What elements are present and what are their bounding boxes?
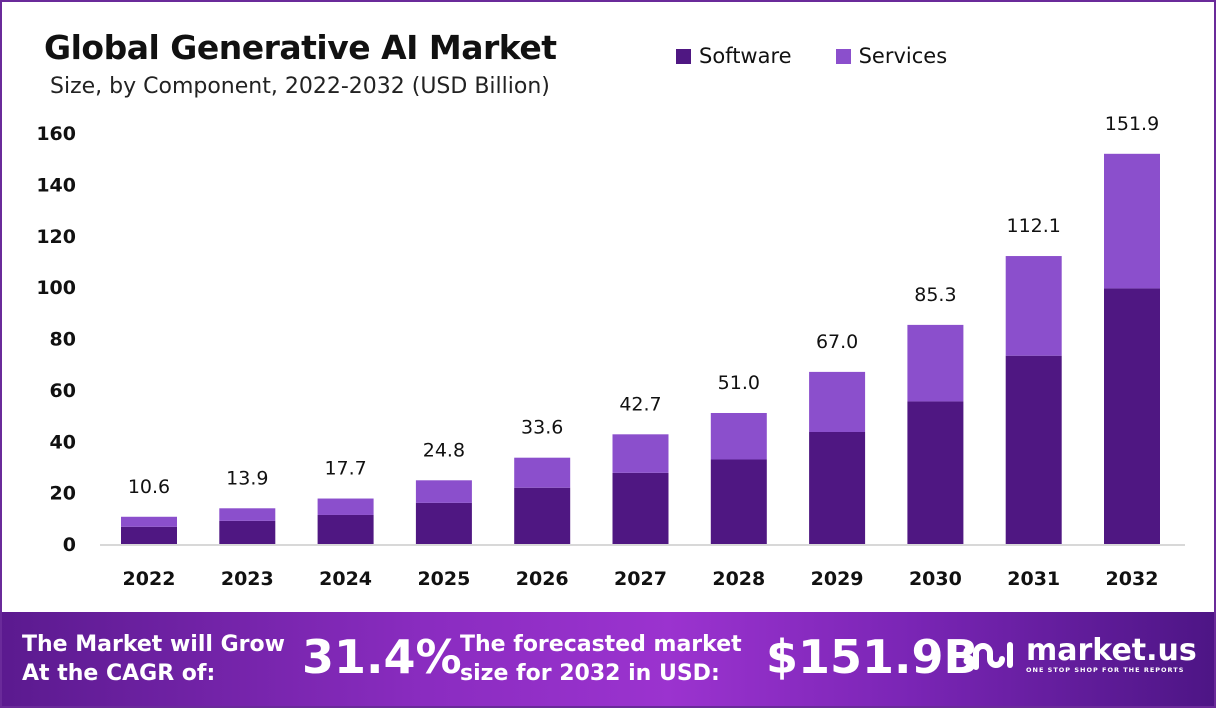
- y-tick-label: 100: [36, 277, 76, 299]
- x-tick-label: 2029: [811, 568, 864, 590]
- chart-title: Global Generative AI Market: [44, 28, 557, 67]
- y-tick-label: 80: [50, 329, 76, 351]
- forecast-label: The forecasted market size for 2032 in U…: [460, 632, 742, 686]
- data-label-total: 10.6: [128, 476, 170, 498]
- x-tick-label: 2031: [1007, 568, 1060, 590]
- y-tick-label: 160: [36, 123, 76, 145]
- data-label-total: 24.8: [423, 439, 465, 461]
- data-label-total: 67.0: [816, 331, 858, 353]
- bar-software-2022: [121, 526, 177, 544]
- y-tick-label: 60: [50, 380, 76, 402]
- bar-services-2022: [121, 516, 177, 527]
- data-label-total: 151.9: [1105, 113, 1159, 135]
- data-label-total: 85.3: [914, 284, 956, 306]
- y-tick-label: 0: [63, 534, 76, 556]
- forecast-value: $151.9B: [766, 630, 979, 684]
- legend-item-software: Software: [676, 44, 792, 68]
- data-label-total: 42.7: [619, 393, 661, 415]
- bar-software-2023: [219, 520, 276, 544]
- legend: Software Services: [676, 44, 947, 68]
- y-tick-label: 140: [36, 174, 76, 196]
- x-tick-label: 2032: [1106, 568, 1159, 590]
- data-label-total: 33.6: [521, 417, 563, 439]
- cagr-value: 31.4%: [302, 630, 462, 684]
- data-label-total: 17.7: [324, 458, 366, 480]
- brand-logo: market.us ONE STOP SHOP FOR THE REPORTS: [962, 636, 1197, 674]
- x-tick-label: 2026: [516, 568, 569, 590]
- x-tick-label: 2030: [909, 568, 962, 590]
- legend-swatch-software: [676, 48, 691, 64]
- bar-services-2026: [514, 457, 571, 488]
- legend-label-services: Services: [858, 44, 948, 68]
- x-tick-label: 2023: [221, 568, 274, 590]
- brand-name: market.us: [1026, 633, 1197, 668]
- data-label-total: 112.1: [1006, 215, 1060, 237]
- bar-services-2029: [809, 371, 866, 433]
- bar-software-2024: [317, 514, 374, 544]
- bar-software-2032: [1104, 288, 1160, 544]
- bar-services-2027: [612, 434, 669, 473]
- x-tick-label: 2028: [712, 568, 765, 590]
- legend-label-software: Software: [699, 44, 792, 68]
- bar-services-2030: [907, 324, 964, 402]
- legend-item-services: Services: [835, 44, 948, 68]
- bar-services-2031: [1005, 256, 1062, 356]
- cagr-label: The Market will Grow At the CAGR of:: [22, 632, 285, 686]
- bar-services-2024: [317, 498, 374, 515]
- bar-services-2023: [219, 508, 276, 521]
- x-tick-label: 2022: [123, 568, 176, 590]
- bar-software-2025: [415, 502, 472, 544]
- data-label-total: 13.9: [226, 467, 268, 489]
- x-tick-label: 2027: [614, 568, 667, 590]
- bar-software-2026: [514, 487, 571, 544]
- data-label-total: 51.0: [718, 372, 760, 394]
- bar-services-2025: [415, 480, 472, 503]
- footer-banner: The Market will Grow At the CAGR of: 31.…: [0, 612, 1216, 708]
- bar-software-2030: [907, 401, 964, 544]
- bar-software-2027: [612, 472, 669, 544]
- bar-software-2031: [1005, 355, 1062, 544]
- market-us-logo-icon: [963, 642, 1013, 670]
- x-tick-label: 2024: [319, 568, 372, 590]
- bar-services-2028: [710, 412, 767, 460]
- y-tick-label: 40: [50, 431, 76, 453]
- bar-software-2028: [710, 459, 767, 544]
- y-tick-label: 120: [36, 226, 76, 248]
- stacked-bar-chart: 0 20 40 60 80 100 120 140 160 10.6 2022 13.9 2023 17.…: [36, 113, 1185, 590]
- bar-software-2029: [809, 432, 866, 544]
- y-tick-label: 20: [50, 483, 76, 505]
- x-tick-label: 2025: [417, 568, 470, 590]
- brand-tagline: ONE STOP SHOP FOR THE REPORTS: [1026, 666, 1185, 674]
- legend-swatch-services: [835, 48, 851, 64]
- bar-services-2032: [1104, 153, 1160, 289]
- chart-subtitle: Size, by Component, 2022-2032 (USD Billi…: [50, 74, 550, 99]
